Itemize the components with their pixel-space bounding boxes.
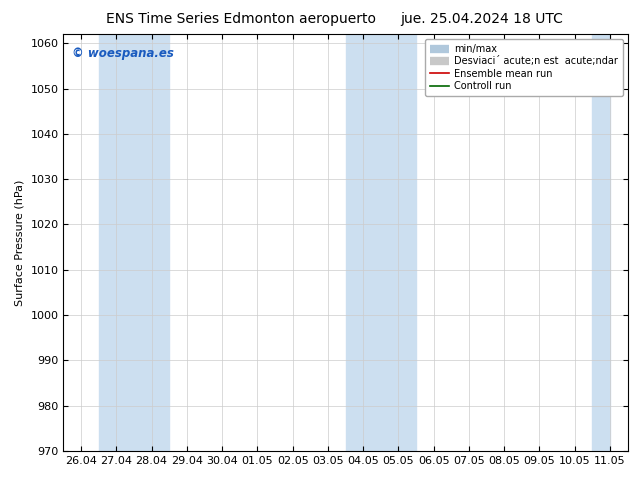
Bar [99,34,169,451]
Bar [592,34,610,451]
Text: jue. 25.04.2024 18 UTC: jue. 25.04.2024 18 UTC [401,12,563,26]
Text: © woespana.es: © woespana.es [72,47,174,60]
Legend: min/max, Desviaci´ acute;n est  acute;ndar, Ensemble mean run, Controll run: min/max, Desviaci´ acute;n est acute;nda… [425,39,623,96]
Text: ENS Time Series Edmonton aeropuerto: ENS Time Series Edmonton aeropuerto [106,12,376,26]
Y-axis label: Surface Pressure (hPa): Surface Pressure (hPa) [15,179,25,306]
Bar [346,34,416,451]
